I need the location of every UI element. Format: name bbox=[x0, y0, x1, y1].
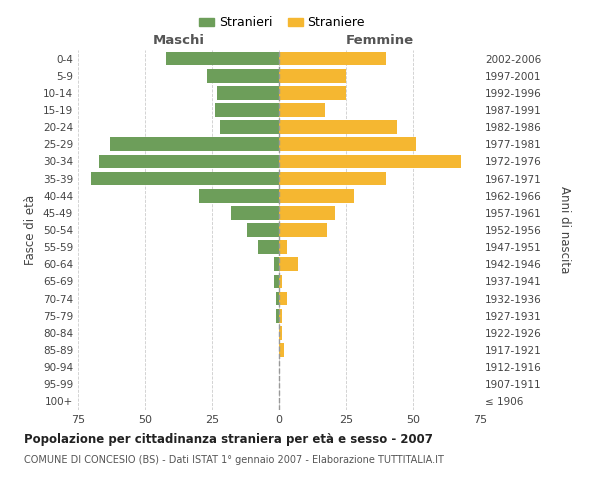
Bar bbox=[279, 69, 346, 82]
Bar bbox=[279, 223, 327, 237]
Bar bbox=[110, 138, 279, 151]
Text: COMUNE DI CONCESIO (BS) - Dati ISTAT 1° gennaio 2007 - Elaborazione TUTTITALIA.I: COMUNE DI CONCESIO (BS) - Dati ISTAT 1° … bbox=[24, 455, 444, 465]
Bar bbox=[279, 274, 281, 288]
Bar bbox=[279, 309, 281, 322]
Y-axis label: Fasce di età: Fasce di età bbox=[25, 195, 37, 265]
Bar bbox=[279, 86, 346, 100]
Bar bbox=[279, 326, 281, 340]
Bar bbox=[274, 258, 279, 271]
Bar bbox=[279, 189, 354, 202]
Text: Maschi: Maschi bbox=[152, 34, 205, 46]
Bar bbox=[279, 120, 397, 134]
Bar bbox=[279, 343, 284, 357]
Bar bbox=[279, 172, 386, 185]
Bar bbox=[279, 292, 287, 306]
Legend: Stranieri, Straniere: Stranieri, Straniere bbox=[194, 11, 370, 34]
Bar bbox=[231, 206, 279, 220]
Y-axis label: Anni di nascita: Anni di nascita bbox=[558, 186, 571, 274]
Bar bbox=[100, 154, 279, 168]
Bar bbox=[91, 172, 279, 185]
Text: Popolazione per cittadinanza straniera per età e sesso - 2007: Popolazione per cittadinanza straniera p… bbox=[24, 432, 433, 446]
Bar bbox=[279, 138, 416, 151]
Bar bbox=[279, 52, 386, 66]
Bar bbox=[166, 52, 279, 66]
Bar bbox=[274, 274, 279, 288]
Bar bbox=[279, 154, 461, 168]
Bar bbox=[279, 240, 287, 254]
Bar bbox=[215, 103, 279, 117]
Bar bbox=[257, 240, 279, 254]
Bar bbox=[279, 258, 298, 271]
Bar bbox=[206, 69, 279, 82]
Bar bbox=[247, 223, 279, 237]
Bar bbox=[279, 103, 325, 117]
Bar bbox=[277, 292, 279, 306]
Bar bbox=[220, 120, 279, 134]
Bar bbox=[217, 86, 279, 100]
Bar bbox=[199, 189, 279, 202]
Bar bbox=[279, 206, 335, 220]
Text: Femmine: Femmine bbox=[346, 34, 413, 46]
Bar bbox=[277, 309, 279, 322]
